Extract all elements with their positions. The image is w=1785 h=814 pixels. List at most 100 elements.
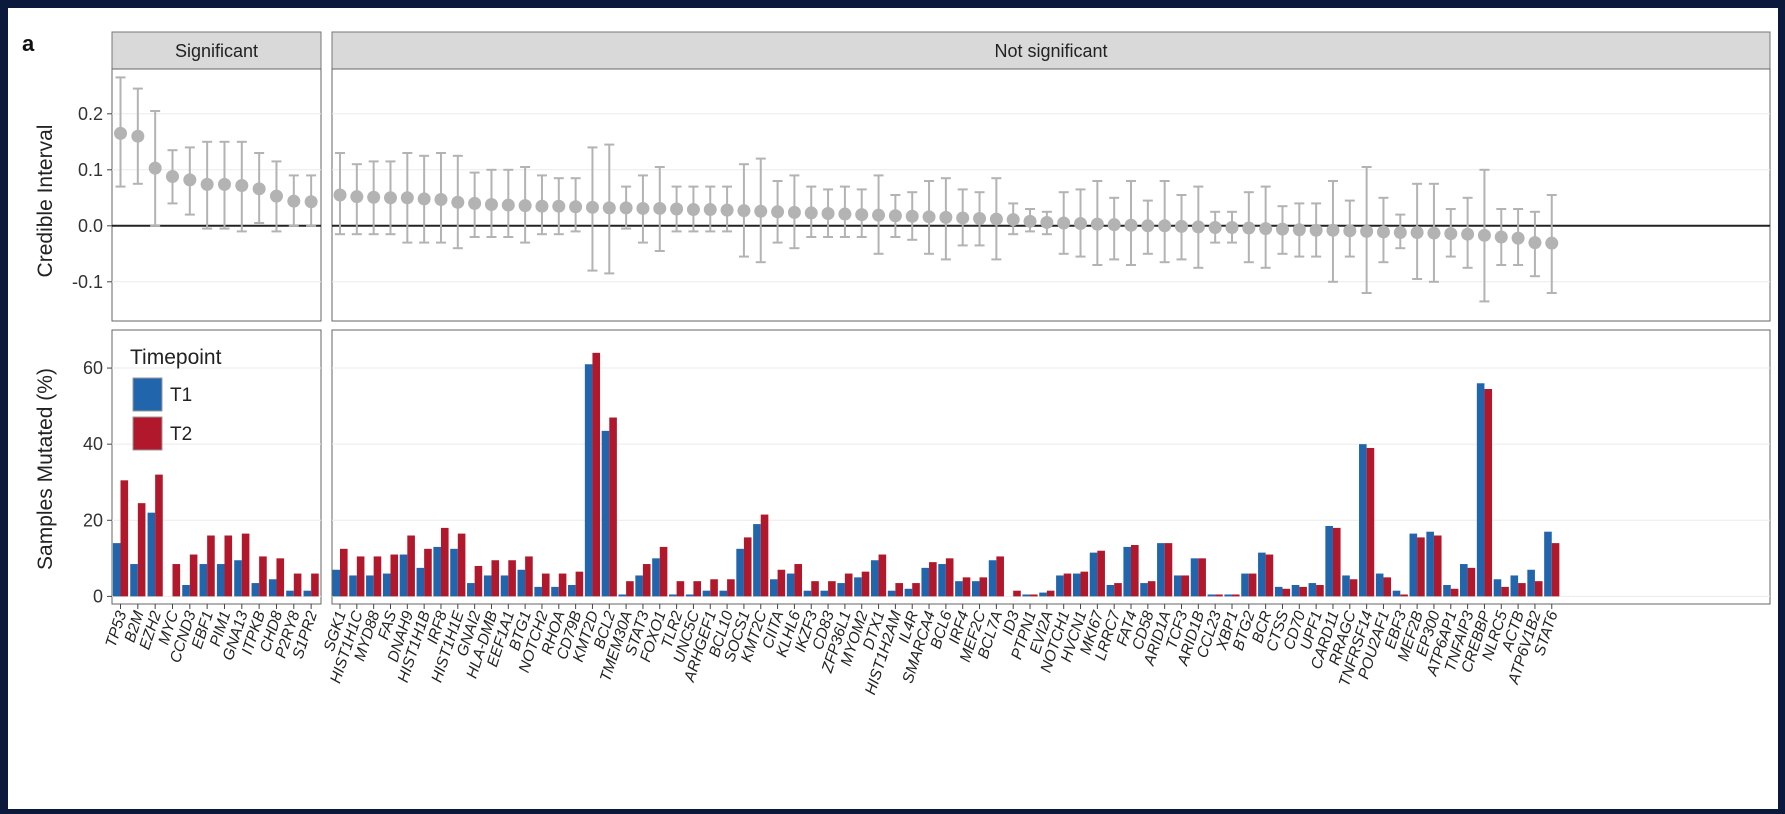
- bar-t2: [727, 579, 735, 597]
- ci-point: [855, 208, 869, 222]
- bar-t2: [1282, 588, 1291, 597]
- bar-t1: [303, 590, 312, 597]
- bar-t2: [844, 573, 853, 597]
- ci-point: [973, 212, 987, 226]
- bar-t1: [1106, 584, 1115, 597]
- ci-point: [1376, 225, 1390, 239]
- bar-t2: [424, 548, 432, 597]
- legend-label-t2: T2: [170, 424, 192, 445]
- bar-t2: [676, 581, 685, 597]
- bar-t2: [1114, 583, 1122, 597]
- bar-t1: [955, 581, 963, 597]
- bar-t2: [1215, 594, 1223, 597]
- bar-t2: [1332, 527, 1341, 597]
- bar-t2: [609, 417, 617, 597]
- ci-point: [1158, 219, 1172, 233]
- ci-point: [131, 129, 145, 143]
- ci-point: [417, 192, 431, 206]
- bar-t2: [760, 514, 769, 597]
- bar-t1: [854, 577, 862, 597]
- ci-point: [737, 204, 751, 218]
- ci-point: [1242, 221, 1256, 235]
- legend-swatch-t2: [132, 416, 163, 451]
- bar-t2: [407, 535, 415, 597]
- bar-t2: [945, 558, 954, 597]
- ci-point: [269, 189, 283, 203]
- bar-t1: [584, 364, 593, 597]
- bar-t2: [626, 581, 634, 597]
- ci-point: [703, 203, 717, 217]
- legend-title: Timepoint: [130, 346, 222, 369]
- ci-point: [939, 210, 953, 224]
- ci-panel: -0.1 0.0 0.1 0.2: [72, 68, 1771, 322]
- bar-t1: [1039, 592, 1047, 597]
- ci-point: [468, 196, 482, 210]
- bar-t2: [1147, 581, 1156, 597]
- bar-t1: [433, 546, 441, 597]
- ci-point: [1208, 220, 1222, 234]
- ci-point: [585, 200, 599, 214]
- bar-t1: [1190, 558, 1199, 597]
- bar-t1: [130, 564, 138, 597]
- bar-t1: [483, 575, 492, 597]
- bar-ytick-label: 40: [83, 434, 103, 454]
- strip-not-significant: [331, 31, 1771, 70]
- bar-t2: [1518, 583, 1526, 597]
- ci-point: [838, 207, 852, 221]
- ci-point: [383, 191, 397, 205]
- bar-t2: [1400, 594, 1408, 597]
- bar-t1: [1258, 552, 1266, 597]
- bar-t1: [1140, 583, 1148, 597]
- bar-ytick-label: 20: [83, 510, 103, 530]
- ci-point: [1511, 231, 1525, 245]
- bar-t1: [1409, 533, 1418, 597]
- ci-point: [287, 194, 301, 208]
- bar-t2: [172, 564, 181, 597]
- strip-significant: [111, 31, 322, 70]
- bar-t1: [199, 564, 208, 597]
- ci-point: [1141, 219, 1155, 233]
- ci-point: [1461, 227, 1475, 241]
- ci-point: [872, 208, 886, 222]
- bar-t2: [1013, 590, 1021, 597]
- bar-t1: [635, 575, 643, 597]
- bar-t2: [878, 554, 887, 597]
- bar-t1: [1426, 531, 1434, 597]
- bar-t1: [286, 590, 294, 597]
- ci-point: [1427, 226, 1441, 240]
- bar-t2: [710, 579, 718, 597]
- ci-point: [1040, 215, 1054, 229]
- ci-point: [754, 204, 768, 218]
- bar-t1: [1207, 594, 1216, 597]
- ci-point: [1124, 218, 1138, 232]
- ci-point: [1023, 214, 1037, 228]
- ci-point: [1259, 222, 1273, 236]
- ci-ylabel: Credible Interval: [34, 125, 57, 278]
- facet-strips: Significant Not significant: [111, 31, 1771, 70]
- bar-t2: [1366, 447, 1375, 597]
- ci-point: [905, 209, 919, 223]
- strip-not-significant-label: Not significant: [994, 41, 1107, 61]
- bar-t1: [938, 564, 946, 597]
- bar-t1: [904, 588, 913, 597]
- bar-t1: [1375, 573, 1384, 597]
- bar-t2: [1231, 594, 1240, 597]
- ci-point: [1292, 223, 1306, 237]
- bar-t2: [828, 581, 836, 597]
- bar-t1: [382, 573, 391, 597]
- chart-svg: a Significant Not significant Credible I…: [22, 31, 1771, 697]
- bar-t1: [786, 573, 795, 597]
- bar-t1: [251, 583, 260, 597]
- ci-point: [552, 199, 566, 213]
- ci-point: [333, 188, 347, 202]
- bar-t2: [1534, 581, 1543, 597]
- bar-t1: [702, 590, 711, 597]
- ci-point: [1494, 230, 1508, 244]
- bar-t1: [887, 590, 896, 597]
- ci-point: [1090, 217, 1104, 231]
- bar-t2: [777, 569, 786, 597]
- bar-t1: [534, 586, 542, 597]
- bar-t1: [803, 590, 812, 597]
- bar-t1: [753, 524, 761, 597]
- bar-t2: [592, 352, 601, 597]
